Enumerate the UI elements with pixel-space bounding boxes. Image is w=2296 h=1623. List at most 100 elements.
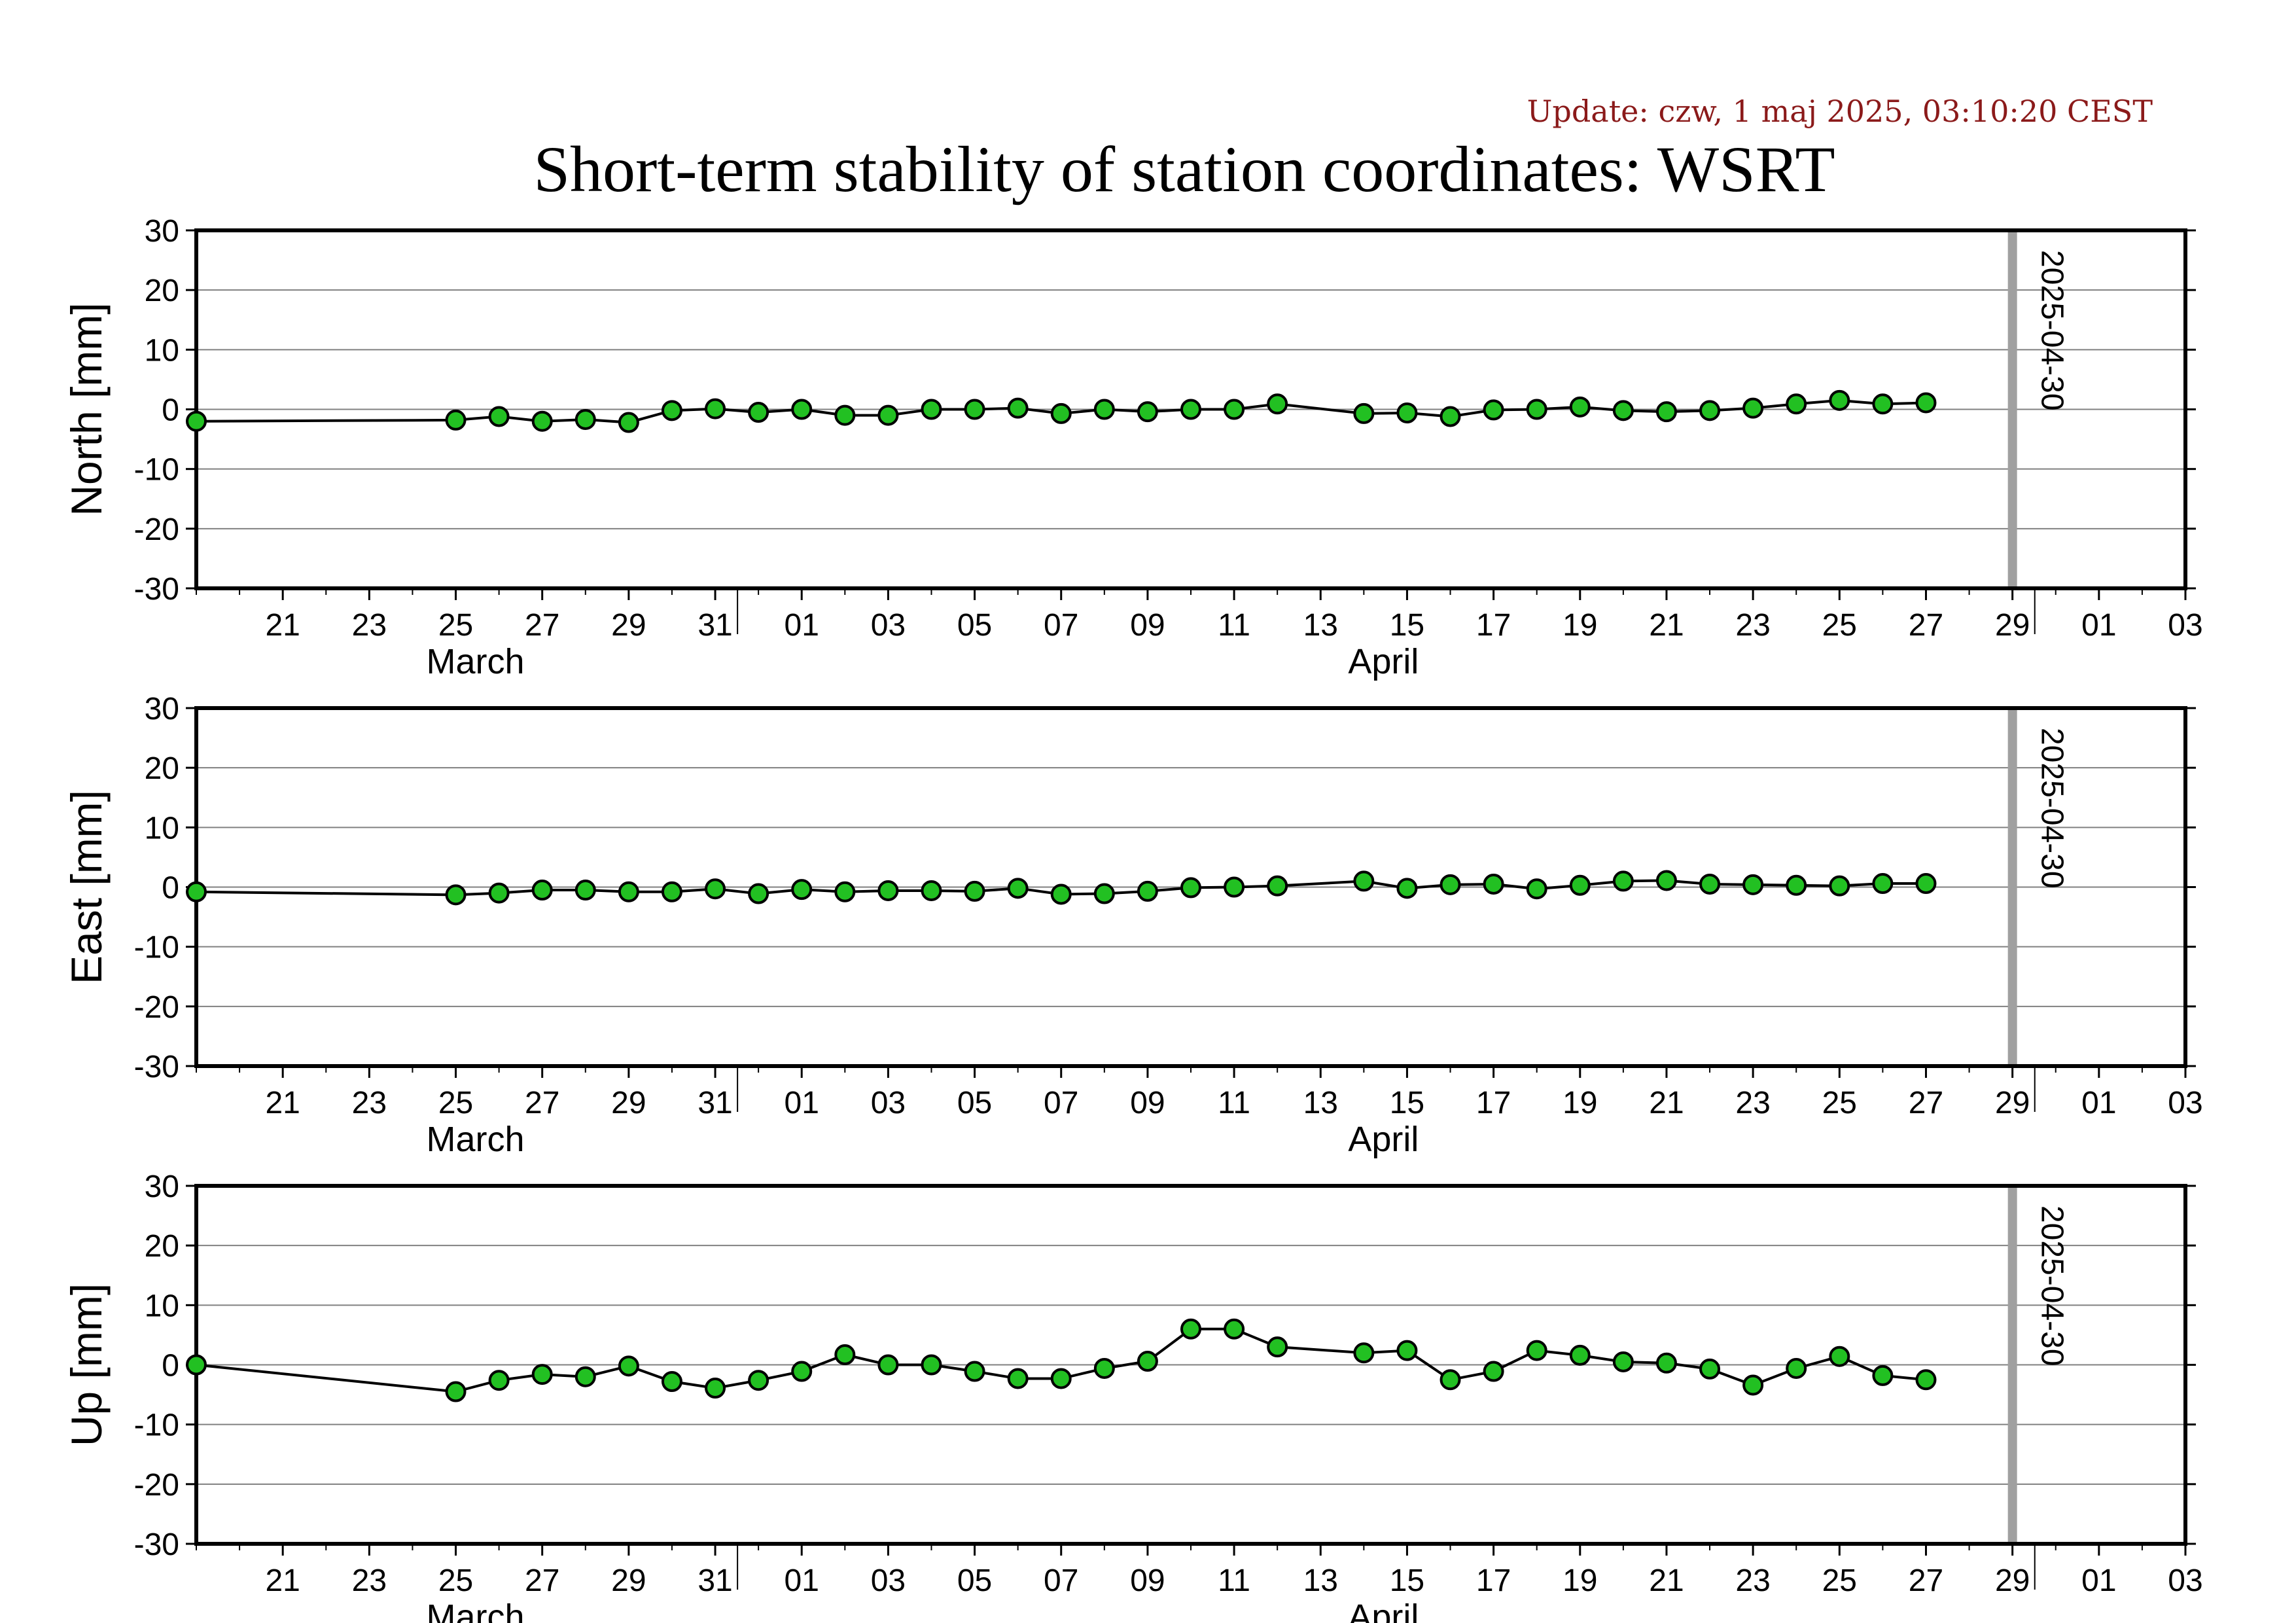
x-tick-label: 27 xyxy=(525,1563,559,1598)
data-point xyxy=(877,404,899,426)
data-point xyxy=(186,1354,207,1376)
data-point xyxy=(1483,873,1504,895)
data-point xyxy=(1612,1351,1634,1372)
data-point xyxy=(574,880,596,901)
x-tick-label: 21 xyxy=(1649,608,1684,643)
y-tick-label: -20 xyxy=(134,1468,179,1503)
x-tick-label: 21 xyxy=(265,1563,300,1598)
x-tick-label: 15 xyxy=(1390,608,1424,643)
data-point xyxy=(488,882,510,904)
x-tick-label: 29 xyxy=(611,1086,646,1120)
data-point xyxy=(1786,1357,1807,1379)
x-tick-label: 17 xyxy=(1476,1086,1511,1120)
data-point xyxy=(1439,1369,1461,1391)
x-tick-label: 13 xyxy=(1303,1563,1338,1598)
data-point xyxy=(921,399,942,420)
data-point xyxy=(186,410,207,432)
data-point xyxy=(1612,400,1634,421)
x-tick-label: 21 xyxy=(1649,1563,1684,1598)
month-label: March xyxy=(427,1597,525,1623)
data-point xyxy=(1569,874,1591,896)
data-point xyxy=(1396,1340,1418,1361)
y-axis-label: North [mm] xyxy=(62,302,111,516)
data-point xyxy=(1050,1368,1072,1389)
y-tick-label: -20 xyxy=(134,990,179,1025)
data-point xyxy=(1224,876,1245,898)
x-tick-label: 09 xyxy=(1130,608,1165,643)
x-tick-label: 01 xyxy=(2081,608,2116,643)
data-point xyxy=(834,881,856,902)
date-marker-label: 2025-04-30 xyxy=(2035,1205,2070,1366)
y-tick-label: -10 xyxy=(134,453,179,488)
x-tick-label: 07 xyxy=(1044,1563,1078,1598)
y-tick-label: -20 xyxy=(134,512,179,547)
x-tick-label: 21 xyxy=(1649,1086,1684,1120)
x-tick-label: 07 xyxy=(1044,608,1078,643)
month-label: March xyxy=(427,1120,525,1159)
data-point xyxy=(1569,396,1591,418)
x-tick-label: 31 xyxy=(698,1086,732,1120)
x-tick-label: 09 xyxy=(1130,1563,1165,1598)
data-point xyxy=(1093,399,1115,420)
y-tick-label: 0 xyxy=(162,393,179,428)
update-timestamp: Update: czw, 1 maj 2025, 03:10:20 CEST xyxy=(1527,94,2153,129)
data-point xyxy=(1007,878,1029,899)
data-point xyxy=(1050,402,1072,424)
data-point xyxy=(1526,399,1547,420)
data-point xyxy=(531,880,553,901)
data-point xyxy=(574,408,596,430)
month-label: April xyxy=(1348,642,1419,681)
x-tick-label: 03 xyxy=(2168,1086,2202,1120)
data-point xyxy=(1872,873,1894,895)
data-point xyxy=(1093,1357,1115,1379)
x-tick-label: 19 xyxy=(1563,1563,1597,1598)
x-tick-label: 25 xyxy=(438,608,473,643)
x-tick-label: 29 xyxy=(611,1563,646,1598)
data-point xyxy=(1612,870,1634,892)
x-tick-label: 25 xyxy=(1822,1563,1857,1598)
x-tick-label: 03 xyxy=(871,1086,906,1120)
data-point xyxy=(618,881,639,902)
data-point xyxy=(1569,1344,1591,1366)
y-axis-label: Up [mm] xyxy=(62,1283,111,1446)
data-point xyxy=(705,398,726,419)
x-tick-label: 23 xyxy=(1735,608,1770,643)
x-tick-label: 31 xyxy=(698,1563,732,1598)
data-point xyxy=(1224,1318,1245,1340)
data-point xyxy=(921,880,942,901)
data-point xyxy=(877,1354,899,1376)
x-tick-label: 23 xyxy=(1735,1086,1770,1120)
data-point xyxy=(748,402,769,423)
x-tick-label: 23 xyxy=(1735,1563,1770,1598)
x-tick-label: 23 xyxy=(352,1086,387,1120)
x-tick-label: 25 xyxy=(438,1086,473,1120)
chart-title: Short-term stability of station coordina… xyxy=(533,133,1835,205)
x-tick-label: 27 xyxy=(525,1086,559,1120)
x-tick-label: 27 xyxy=(525,608,559,643)
x-tick-label: 03 xyxy=(871,608,906,643)
x-tick-label: 11 xyxy=(1218,608,1250,643)
x-tick-label: 17 xyxy=(1476,608,1511,643)
data-point xyxy=(1742,874,1764,895)
data-point xyxy=(791,879,813,901)
data-point xyxy=(1439,406,1461,427)
x-tick-label: 29 xyxy=(1995,608,2030,643)
y-tick-label: 20 xyxy=(145,751,179,786)
date-marker-label: 2025-04-30 xyxy=(2035,728,2070,889)
data-point xyxy=(445,1381,467,1402)
x-tick-label: 05 xyxy=(957,1086,992,1120)
data-point xyxy=(1353,402,1375,424)
data-point xyxy=(791,399,813,420)
x-tick-label: 27 xyxy=(1909,1086,1943,1120)
date-marker-bar xyxy=(2007,708,2017,1066)
x-tick-label: 25 xyxy=(1822,608,1857,643)
data-point xyxy=(1699,873,1721,895)
x-tick-label: 01 xyxy=(785,1563,819,1598)
y-tick-label: 10 xyxy=(145,811,179,846)
x-tick-label: 01 xyxy=(2081,1563,2116,1598)
x-tick-label: 07 xyxy=(1044,1086,1078,1120)
data-point xyxy=(705,878,726,900)
data-point xyxy=(1353,870,1375,892)
x-tick-label: 25 xyxy=(438,1563,473,1598)
